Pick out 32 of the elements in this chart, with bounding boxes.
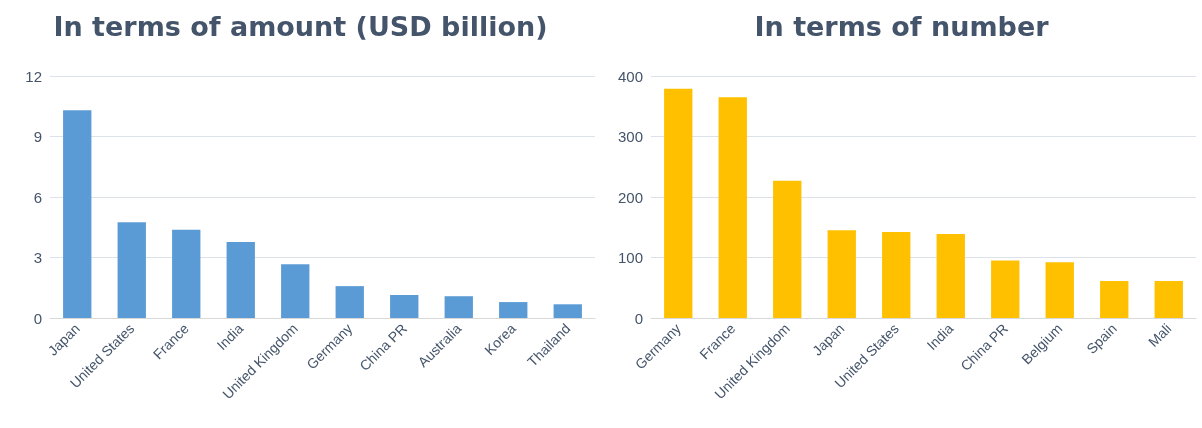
- y-tick-label: 3: [33, 249, 42, 266]
- bar: [718, 97, 747, 318]
- y-tick-label: 300: [617, 128, 643, 145]
- bar: [335, 286, 364, 318]
- bar: [773, 180, 802, 318]
- bar: [172, 229, 201, 318]
- bar: [882, 232, 911, 318]
- bar: [63, 110, 92, 318]
- y-tick-label: 100: [617, 249, 643, 266]
- bar: [553, 304, 582, 318]
- bar: [444, 296, 473, 318]
- bar: [117, 222, 146, 318]
- bar: [991, 260, 1020, 318]
- y-tick-label: 6: [33, 188, 42, 206]
- y-tick-label: 200: [617, 188, 643, 206]
- bar: [1045, 262, 1074, 318]
- bar: [936, 233, 965, 318]
- bar: [1154, 281, 1183, 318]
- y-tick-label: 9: [33, 128, 42, 145]
- y-tick-label: 0: [33, 309, 42, 327]
- chart-title: In terms of number: [754, 11, 1050, 42]
- bar: [827, 230, 856, 318]
- bar: [281, 264, 310, 318]
- bar: [226, 241, 255, 318]
- bar: [1100, 281, 1129, 318]
- bar: [499, 302, 528, 318]
- y-tick-label: 12: [25, 67, 42, 85]
- y-tick-label: 400: [617, 67, 643, 85]
- bar: [390, 295, 419, 318]
- y-tick-label: 0: [634, 309, 643, 327]
- bar: [664, 88, 693, 318]
- chart-title: In terms of amount (USD billion): [53, 11, 548, 42]
